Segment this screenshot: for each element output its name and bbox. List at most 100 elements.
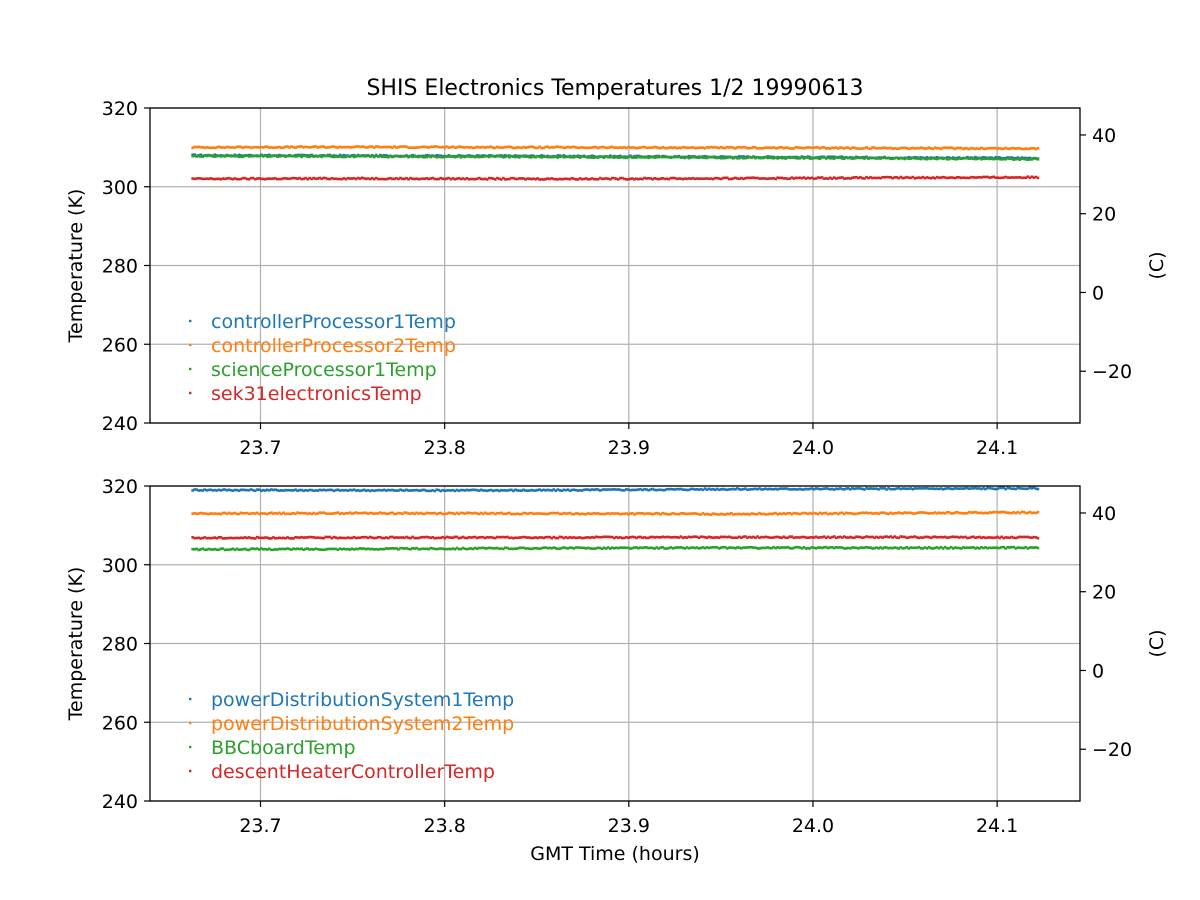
data-point: [768, 177, 771, 180]
data-point: [828, 176, 832, 180]
data-point: [915, 536, 919, 539]
data-point: [526, 536, 529, 539]
data-point: [546, 177, 550, 180]
data-point: [431, 535, 435, 539]
data-point: [320, 536, 324, 540]
data-point: [326, 154, 330, 158]
data-point: [385, 489, 388, 492]
data-point: [893, 176, 897, 179]
data-point: [1004, 146, 1007, 150]
data-point: [298, 547, 301, 551]
data-point: [203, 154, 207, 157]
data-point: [715, 546, 719, 549]
data-point: [764, 487, 767, 491]
data-point: [766, 156, 769, 160]
data-point: [675, 546, 679, 549]
data-point: [768, 512, 771, 516]
data-point: [980, 511, 983, 515]
data-point: [518, 146, 521, 149]
data-point: [385, 155, 388, 159]
data-point: [231, 177, 235, 181]
data-point: [847, 487, 850, 490]
data-point: [332, 145, 336, 148]
data-point: [572, 536, 576, 539]
data-point: [937, 156, 941, 160]
data-point: [403, 155, 406, 158]
data-point: [518, 489, 521, 492]
data-point: [943, 545, 947, 549]
data-point: [947, 536, 951, 539]
data-point: [641, 155, 644, 159]
data-point: [504, 535, 507, 539]
data-point: [421, 547, 424, 551]
data-point: [300, 153, 303, 157]
data-point: [911, 146, 915, 150]
data-point: [477, 512, 481, 516]
data-point: [885, 535, 888, 538]
data-point: [826, 512, 830, 516]
data-point: [203, 512, 207, 515]
data-point: [865, 511, 868, 514]
data-point: [221, 146, 225, 149]
data-point: [257, 146, 261, 149]
data-point: [649, 177, 652, 180]
data-point: [1014, 147, 1018, 150]
data-point: [610, 512, 614, 515]
data-point: [867, 487, 870, 491]
y-axis-label: Temperature (K): [65, 567, 87, 722]
data-point: [723, 545, 727, 549]
data-point: [974, 176, 977, 179]
data-point: [842, 147, 846, 150]
data-point: [667, 177, 671, 181]
data-point: [308, 488, 311, 492]
data-point: [272, 146, 275, 150]
data-point: [772, 512, 775, 515]
data-point: [191, 146, 194, 150]
data-point: [651, 155, 654, 159]
data-point: [586, 146, 590, 150]
data-point: [350, 145, 354, 149]
data-point: [699, 146, 703, 150]
data-point: [495, 546, 499, 550]
data-point: [851, 176, 854, 180]
data-point: [800, 488, 804, 491]
data-point: [435, 153, 439, 157]
data-point: [272, 488, 275, 492]
data-point: [1032, 546, 1036, 550]
data-point: [368, 547, 372, 551]
data-point: [623, 156, 626, 160]
data-point: [556, 145, 560, 149]
data-point: [693, 177, 697, 181]
data-point: [560, 155, 564, 158]
data-point: [512, 154, 515, 158]
data-point: [215, 512, 219, 516]
data-point: [512, 176, 515, 180]
data-point: [411, 177, 414, 181]
data-point: [949, 545, 953, 549]
data-point: [427, 547, 430, 551]
data-point: [649, 535, 652, 539]
data-point: [514, 177, 517, 181]
data-point: [419, 177, 422, 181]
data-point: [290, 154, 293, 158]
data-point: [796, 176, 800, 180]
data-point: [925, 547, 929, 550]
data-point: [479, 535, 483, 539]
data-point: [532, 155, 535, 158]
legend-marker: [189, 367, 192, 371]
data-point: [506, 535, 509, 539]
data-point: [219, 155, 223, 158]
data-point: [633, 154, 636, 158]
data-point: [205, 489, 209, 492]
data-point: [312, 489, 315, 493]
data-point: [840, 146, 844, 150]
data-point: [703, 154, 707, 158]
data-point: [255, 488, 259, 491]
data-point: [221, 537, 225, 540]
data-point: [802, 488, 806, 491]
data-point: [790, 547, 794, 550]
data-point: [580, 177, 584, 181]
data-point: [243, 145, 247, 149]
data-point: [352, 511, 356, 515]
data-point: [270, 537, 273, 540]
